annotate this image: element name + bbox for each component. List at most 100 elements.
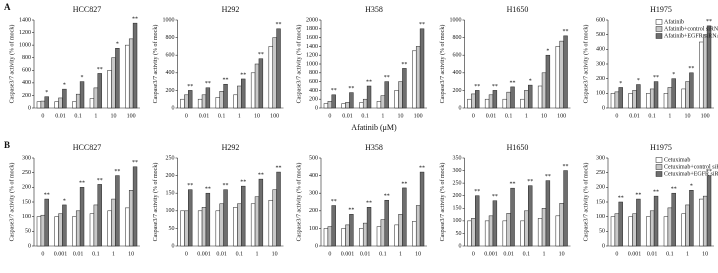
bar (366, 207, 372, 247)
significance: ** (348, 86, 354, 92)
significance: ** (331, 88, 337, 94)
bar (402, 68, 407, 109)
y-tick-label: 100 (596, 214, 605, 220)
bar (254, 196, 260, 247)
significance: ** (545, 174, 551, 180)
bar (54, 101, 59, 109)
bar (184, 94, 189, 109)
significance: ** (706, 19, 712, 25)
bar (376, 101, 382, 109)
bar (699, 198, 704, 247)
y-tick-label: 600 (453, 53, 462, 59)
significance: ** (348, 208, 354, 214)
significance: ** (492, 194, 498, 200)
bar (524, 210, 529, 247)
bar (484, 98, 490, 109)
bar (272, 37, 277, 109)
y-tick-label: 1000 (19, 43, 31, 49)
bar (510, 187, 515, 247)
x-tick-label: 0.001 (197, 251, 211, 257)
chart-title: H1650 (507, 5, 529, 14)
y-tick-label: 200 (596, 185, 605, 191)
x-tick-label: 1 (686, 251, 689, 257)
significance: ** (653, 190, 659, 196)
bar (475, 90, 480, 109)
bar (618, 201, 623, 247)
y-tick-label: 0 (459, 243, 462, 249)
x-tick-label: 10 (254, 113, 260, 119)
bar (559, 40, 564, 109)
bar (706, 25, 712, 109)
legend-swatch (655, 26, 663, 32)
y-tick-label: 0 (459, 105, 462, 111)
y-axis-label: Caspase3/7 activity (% of mock) (8, 163, 15, 242)
bar (646, 216, 651, 247)
bar (555, 215, 560, 247)
y-tick-label: 100 (22, 214, 31, 220)
bar (415, 205, 421, 247)
bar (384, 199, 389, 247)
legend-swatch (655, 171, 663, 177)
y-tick-label: 200 (453, 88, 462, 94)
x-tick-label: 10 (111, 113, 117, 119)
x-tick-label: 10 (272, 251, 278, 257)
significance: * (690, 184, 693, 190)
significance: * (45, 90, 48, 96)
x-tick-label: 0 (472, 113, 475, 119)
bar (653, 81, 659, 109)
bar (649, 88, 655, 109)
bar (197, 210, 203, 247)
x-tick-label: 100 (701, 113, 710, 119)
bar (467, 220, 472, 247)
bar (268, 46, 273, 109)
x-tick-label: 100 (557, 113, 566, 119)
bar (412, 50, 417, 109)
bar (520, 220, 525, 247)
x-tick-label: 1 (399, 251, 402, 257)
bar (545, 180, 551, 247)
significance: ** (384, 75, 390, 81)
bar (681, 213, 686, 247)
x-tick-label: 1 (543, 251, 546, 257)
significance: * (81, 75, 84, 81)
significance: ** (527, 179, 533, 185)
bar (58, 213, 63, 247)
bar (628, 216, 633, 247)
significance: ** (492, 84, 498, 90)
bar (54, 216, 59, 247)
bar (563, 170, 568, 247)
bar (276, 28, 281, 109)
bar (484, 220, 490, 247)
bar (492, 200, 498, 247)
bar (125, 207, 130, 247)
significance: * (546, 49, 549, 55)
y-tick-label: 0 (315, 105, 318, 111)
bar (537, 85, 543, 109)
x-tick-label: 0.1 (505, 113, 513, 119)
significance: ** (79, 181, 85, 187)
bar (327, 101, 333, 109)
x-tick-label: 0.01 (360, 251, 371, 257)
bar (394, 90, 399, 109)
y-tick-label: 50 (25, 229, 31, 235)
bar (62, 88, 67, 109)
significance: ** (401, 181, 407, 187)
bar (93, 87, 99, 109)
bar (488, 215, 494, 247)
significance: ** (510, 80, 516, 86)
y-tick-label: 100 (453, 218, 462, 224)
x-tick-label: 0.001 (484, 251, 498, 257)
chart-title: H358 (365, 5, 383, 14)
bar (685, 81, 690, 109)
significance: ** (331, 199, 337, 205)
significance: ** (563, 164, 569, 170)
significance: ** (635, 192, 641, 198)
bar (681, 88, 686, 109)
bar (75, 93, 81, 109)
x-tick-label: 0 (41, 251, 44, 257)
y-tick-label: 300 (596, 155, 605, 161)
bar (419, 171, 425, 247)
significance: * (672, 72, 675, 78)
y-tick-label: 200 (453, 193, 462, 199)
